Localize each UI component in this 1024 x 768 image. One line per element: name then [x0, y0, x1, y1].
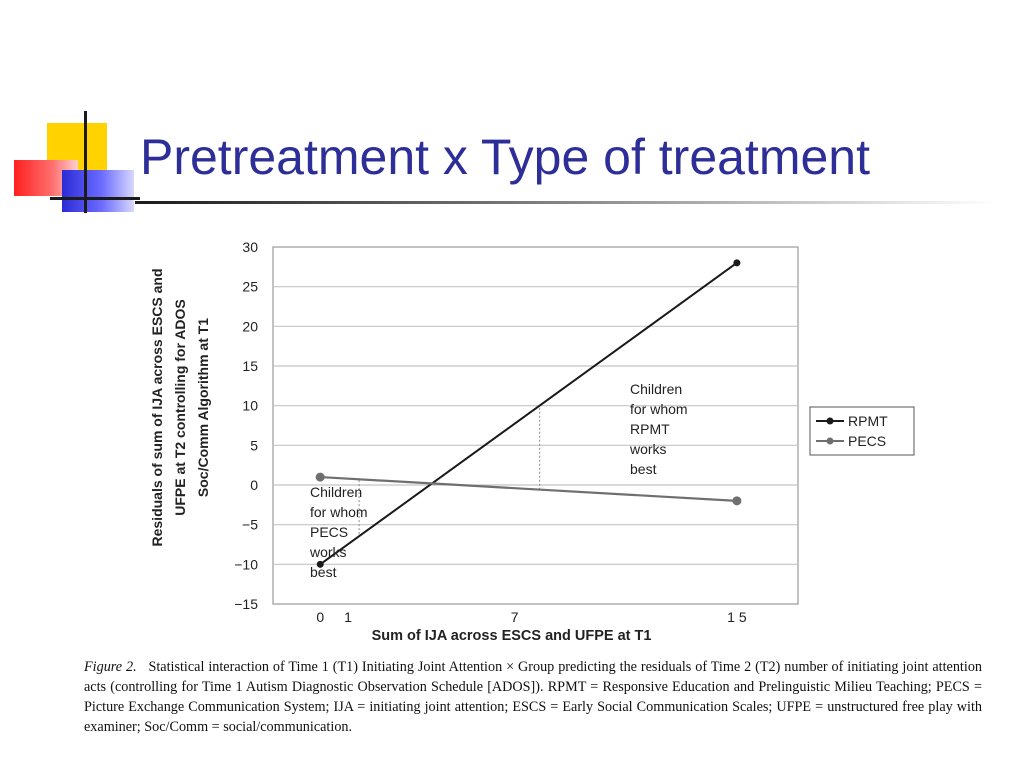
annotation-line: best [310, 564, 337, 580]
y-tick-label: 0 [250, 477, 258, 493]
x-axis-label: Sum of IJA across ESCS and UFPE at T1 [372, 628, 652, 644]
plot-area: 30 25 20 15 10 5 0 −5 −10 −15 0 1 7 1 5 Sum of IJA acr… [149, 239, 915, 644]
annotation-line: works [629, 441, 667, 457]
y-axis-label: Residuals of sum of IJA across ESCS and [149, 268, 165, 546]
series-point-pecs [315, 472, 325, 482]
plot-frame [272, 246, 799, 605]
y-tick-label: 25 [242, 279, 258, 295]
figure-label: Figure 2. [84, 659, 137, 675]
y-tick-label: −10 [234, 556, 258, 572]
annotation-line: Children [310, 484, 362, 500]
annotation-line: best [630, 461, 657, 477]
y-tick-label: 15 [242, 358, 258, 374]
x-tick-label: 1 5 [727, 609, 747, 625]
y-axis-label: Soc/Comm Algorithm at T1 [195, 318, 211, 497]
series-line-rpmt [319, 262, 738, 566]
y-tick-label: −5 [242, 517, 258, 533]
series-line-pecs [320, 475, 737, 502]
legend-label: PECS [848, 433, 886, 449]
title-underline [135, 201, 995, 204]
y-tick-label: 10 [242, 398, 258, 414]
figure-caption: Figure 2. Statistical interaction of Tim… [84, 657, 982, 737]
y-tick-label: 30 [242, 239, 258, 255]
annotation-line: RPMT [630, 421, 670, 437]
y-axis-label: UFPE at T2 controlling for ADOS [172, 299, 188, 516]
annotation-line: works [309, 544, 347, 560]
x-tick-label: 0 [316, 609, 324, 625]
decor-blue-bar [62, 170, 134, 212]
x-tick-label: 7 [511, 609, 519, 625]
annotation-line: for whom [310, 504, 368, 520]
x-tick-label: 1 [344, 609, 352, 625]
legend-swatch-point [826, 417, 834, 425]
series-point-rpmt [316, 560, 324, 568]
series-point-pecs [732, 496, 742, 506]
caption-text: Statistical interaction of Time 1 (T1) I… [84, 659, 983, 735]
decor-vertical-line [84, 111, 87, 213]
legend-label: RPMT [848, 413, 888, 429]
annotation-line: Children [630, 381, 682, 397]
series-point-rpmt [733, 259, 741, 267]
legend-swatch-point [826, 437, 834, 445]
chart: 30 25 20 15 10 5 0 −5 −10 −15 0 1 7 1 5 Sum of IJA acr… [149, 239, 915, 644]
legend-box [809, 406, 915, 456]
annotation-line: PECS [310, 524, 348, 540]
annotation-line: for whom [630, 401, 688, 417]
y-tick-label: −15 [234, 596, 258, 612]
slide-title: Pretreatment x Type of treatment [140, 129, 870, 185]
decor-horizontal-line [50, 197, 140, 200]
y-tick-label: 5 [250, 437, 258, 453]
y-tick-label: 20 [242, 318, 258, 334]
